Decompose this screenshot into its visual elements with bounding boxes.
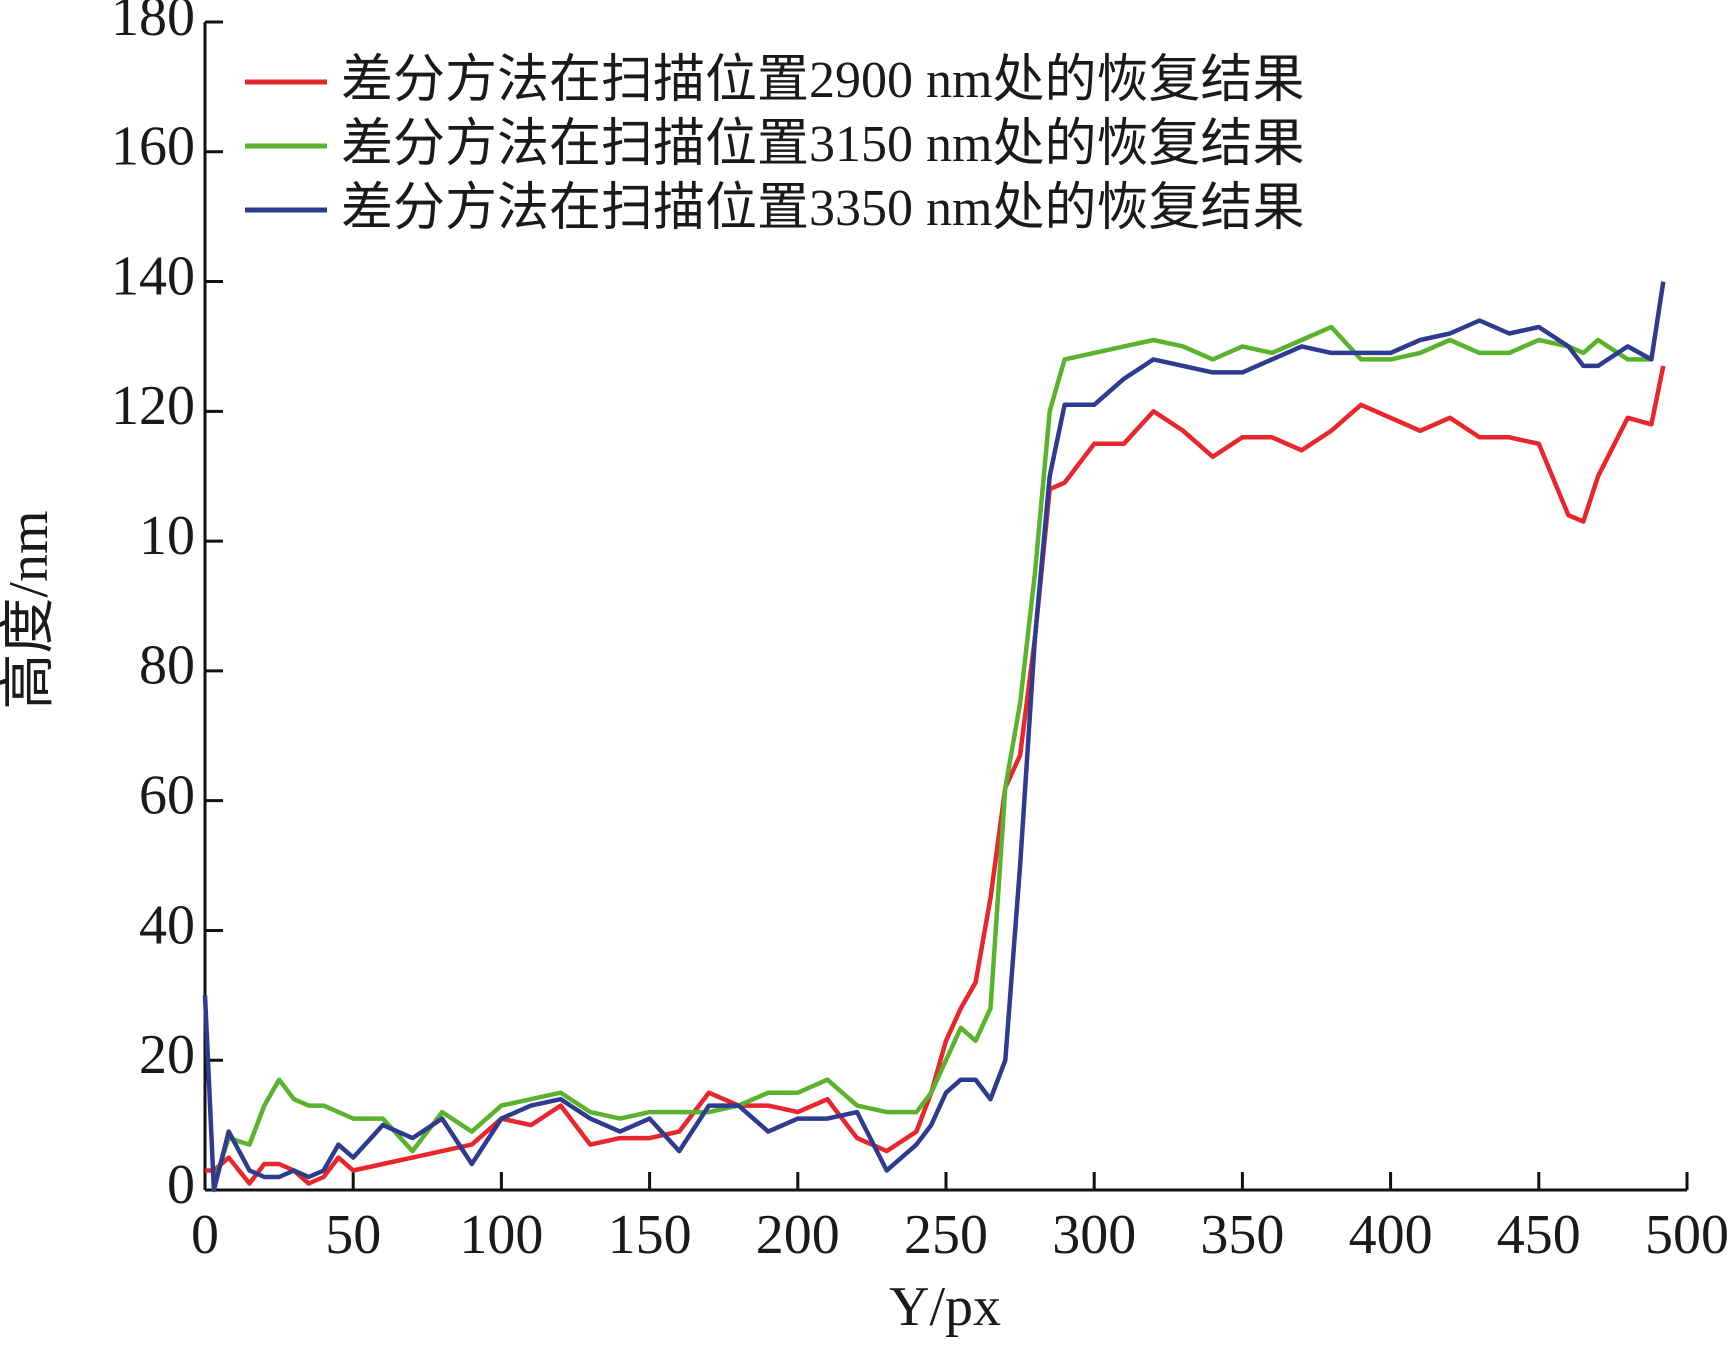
y-tick-label: 10 — [139, 505, 195, 567]
series-line — [205, 365, 1666, 1186]
y-tick-label: 60 — [139, 765, 195, 827]
x-tick-label: 50 — [325, 1204, 381, 1266]
x-tick-label: 450 — [1497, 1204, 1581, 1266]
y-tick-label: 140 — [111, 245, 195, 307]
legend-label: 差分方法在扫描位置3150 nm处的恢复结果 — [341, 116, 1304, 173]
y-tick-label: 0 — [167, 1154, 195, 1216]
y-tick-label: 160 — [111, 116, 195, 178]
x-tick-label: 100 — [459, 1204, 543, 1266]
y-tick-label: 180 — [111, 0, 195, 48]
series-line — [202, 281, 1666, 1193]
y-tick-label: 40 — [139, 894, 195, 956]
x-tick-label: 150 — [608, 1204, 692, 1266]
series-line — [211, 324, 1652, 1185]
x-tick-label: 500 — [1645, 1204, 1729, 1266]
x-tick-label: 250 — [904, 1204, 988, 1266]
y-axis-label: 高度/nm — [0, 510, 60, 709]
x-tick-label: 200 — [756, 1204, 840, 1266]
x-tick-label: 0 — [191, 1204, 219, 1266]
legend-label: 差分方法在扫描位置2900 nm处的恢复结果 — [341, 52, 1304, 109]
legend-label: 差分方法在扫描位置3350 nm处的恢复结果 — [341, 180, 1304, 237]
x-tick-label: 400 — [1349, 1204, 1433, 1266]
x-tick-label: 350 — [1200, 1204, 1284, 1266]
y-tick-label: 20 — [139, 1024, 195, 1086]
x-tick-label: 300 — [1052, 1204, 1136, 1266]
x-axis-label: Y/px — [889, 1276, 1001, 1338]
y-tick-label: 80 — [139, 635, 195, 697]
y-tick-label: 120 — [111, 375, 195, 437]
